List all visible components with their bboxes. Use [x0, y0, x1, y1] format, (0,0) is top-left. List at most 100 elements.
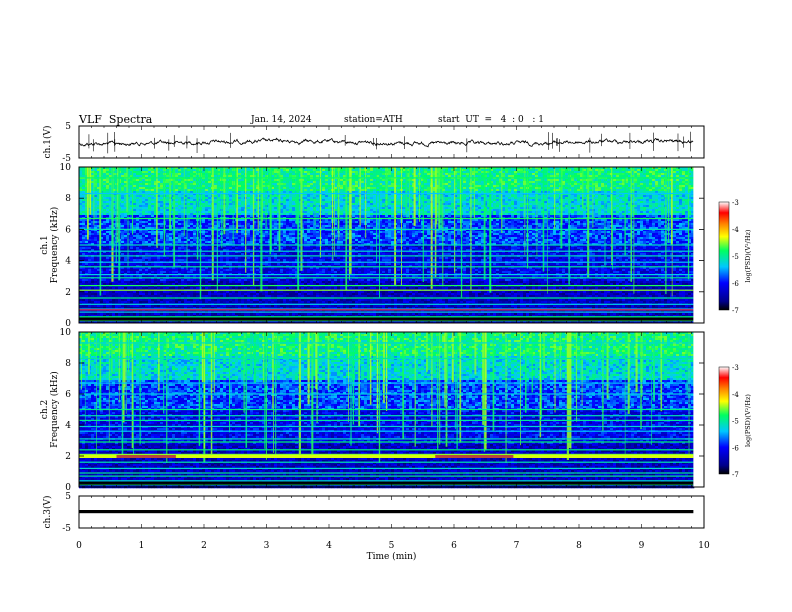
spectrogram-cell	[286, 205, 290, 208]
spectrogram-cell	[577, 169, 581, 172]
spectrogram-cell	[679, 181, 683, 184]
spectrogram-cell	[463, 195, 467, 198]
spectrogram-cell	[325, 199, 329, 202]
spectrogram-cell	[208, 185, 212, 188]
spectrogram-cell	[415, 213, 419, 216]
spectrogram-cell	[340, 175, 344, 178]
spectrogram-cell	[484, 213, 488, 216]
spectrogram-cell	[367, 211, 371, 214]
spectrogram-cell	[91, 167, 95, 170]
spectrogram-cell	[538, 171, 542, 174]
spectrogram-cell	[658, 205, 662, 208]
spectrogram-cell	[352, 179, 356, 182]
spectrogram-cell	[652, 189, 656, 192]
spectrogram-cell	[556, 169, 560, 172]
spectrogram-cell	[367, 169, 371, 172]
spectrogram-cell	[655, 189, 659, 192]
spectrogram-cell	[589, 179, 593, 182]
spectrogram-cell	[385, 207, 389, 210]
spectrogram-cell	[508, 185, 512, 188]
spectrogram-cell	[217, 197, 221, 200]
spectrogram-cell	[490, 185, 494, 188]
spectrogram-cell	[391, 189, 395, 192]
spectrogram-cell	[340, 213, 344, 216]
spectrogram-cell	[691, 199, 695, 202]
spectrogram-cell	[541, 187, 545, 190]
spectrogram-cell	[598, 173, 602, 176]
spectrogram-cell	[328, 201, 332, 204]
spectrogram-cell	[442, 193, 446, 196]
spectrogram-cell	[436, 207, 440, 210]
spectrogram-cell	[493, 175, 497, 178]
spectrogram-cell	[145, 189, 149, 192]
spectrogram-cell	[472, 179, 476, 182]
spectrogram-cell	[598, 181, 602, 184]
spectrogram-cell	[550, 189, 554, 192]
spectrogram-cell	[622, 183, 626, 186]
spectrogram-cell	[547, 195, 551, 198]
spectrogram-cell	[433, 173, 437, 176]
spectrogram-cell	[85, 205, 89, 208]
spectrogram-cell	[97, 181, 101, 184]
spectrogram-cell	[325, 193, 329, 196]
spectrogram-cell	[673, 209, 677, 212]
spectrogram-cell	[619, 193, 623, 196]
spectrogram-cell	[496, 179, 500, 182]
spectrogram-cell	[634, 197, 638, 200]
spectrogram-cell	[520, 173, 524, 176]
spectrogram-cell	[658, 189, 662, 192]
spectrogram-cell	[541, 171, 545, 174]
spectrogram-cell	[409, 195, 413, 198]
spectrogram-cell	[289, 213, 293, 216]
spectrogram-cell	[241, 207, 245, 210]
spectrogram-cell	[679, 169, 683, 172]
spectrogram-cell	[550, 167, 554, 170]
spectrogram-cell	[106, 183, 110, 186]
spectrogram-cell	[592, 171, 596, 174]
spectrogram-cell	[103, 171, 107, 174]
spectrogram-cell	[214, 167, 218, 170]
spectrogram-cell	[376, 197, 380, 200]
spectrogram-cell	[628, 209, 632, 212]
spectrogram-cell	[214, 205, 218, 208]
spectrogram-cell	[229, 179, 233, 182]
spectrogram-cell	[178, 167, 182, 170]
spectrogram-cell	[304, 195, 308, 198]
spectrogram-cell	[658, 201, 662, 204]
spectrogram-cell	[691, 211, 695, 214]
spectrogram-cell	[424, 191, 428, 194]
spectrogram-cell	[253, 181, 257, 184]
spectrogram-cell	[184, 199, 188, 202]
spectrogram-cell	[166, 187, 170, 190]
spectrogram-cell	[550, 207, 554, 210]
spectrogram-cell	[139, 205, 143, 208]
spectrogram-cell	[478, 175, 482, 178]
spectrogram-cell	[316, 169, 320, 172]
spectrogram-cell	[148, 193, 152, 196]
spectrogram-cell	[472, 197, 476, 200]
spectrogram-cell	[103, 213, 107, 216]
spectrogram-cell	[271, 197, 275, 200]
spectrogram-cell	[229, 197, 233, 200]
spectrogram-cell	[529, 185, 533, 188]
spectrogram-cell	[148, 181, 152, 184]
spectrogram-cell	[601, 211, 605, 214]
spectrogram-cell	[283, 185, 287, 188]
spectrogram-cell	[184, 189, 188, 192]
spectrogram-cell	[634, 207, 638, 210]
spectrogram-cell	[91, 173, 95, 176]
spectrogram-cell	[598, 211, 602, 214]
spectrogram-cell	[466, 181, 470, 184]
spectrogram-cell	[679, 209, 683, 212]
spectrogram-cell	[190, 189, 194, 192]
spectrogram-cell	[493, 203, 497, 206]
spectrogram-cell	[514, 195, 518, 198]
spectrogram-cell	[481, 203, 485, 206]
spectrogram-cell	[367, 209, 371, 212]
spectrogram-cell	[334, 193, 338, 196]
spectrogram-cell	[280, 205, 284, 208]
spectrogram-cell	[148, 179, 152, 182]
spectrogram-cell	[619, 181, 623, 184]
spectrogram-cell	[94, 193, 98, 196]
spectrogram-cell	[217, 175, 221, 178]
